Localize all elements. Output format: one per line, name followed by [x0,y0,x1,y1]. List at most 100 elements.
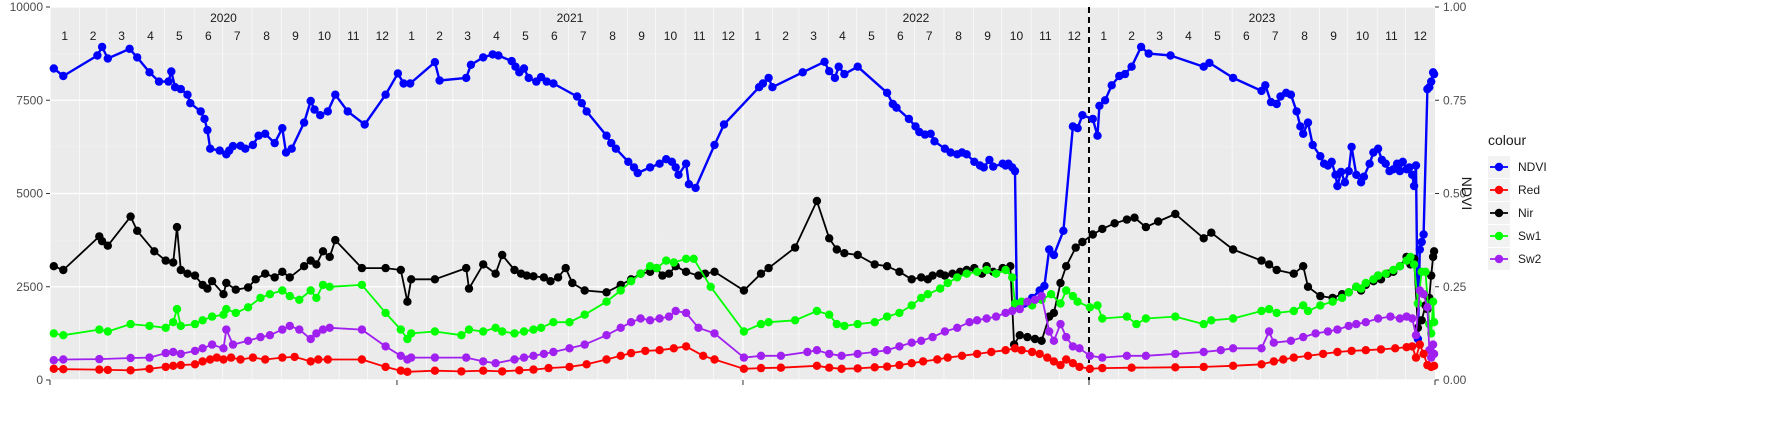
data-point-nir [331,235,340,245]
data-point-sw2 [928,332,937,342]
data-point-sw2 [1122,351,1132,360]
data-point-sw1 [1001,265,1010,275]
month-label: 1 [408,29,415,43]
data-point-ndvi [840,69,849,79]
data-point-ndvi [393,69,403,78]
data-point-ndvi [145,68,154,77]
data-point-sw2 [1023,297,1032,306]
data-point-red [870,363,879,372]
data-point-ndvi [853,62,862,71]
data-point-red [261,355,270,364]
data-point-sw2 [1373,314,1383,323]
data-point-nir [694,271,703,280]
data-point-ndvi [125,44,134,53]
legend-key-point [1494,231,1504,241]
data-point-nir [1199,234,1208,243]
data-point-sw2 [664,312,674,321]
legend-title: colour [1488,132,1526,148]
data-point-ndvi [624,157,633,166]
data-point-ndvi [331,90,340,99]
month-label: 1 [61,29,68,43]
data-point-nir [270,273,279,282]
data-point-sw1 [295,295,304,304]
data-point-ndvi [241,144,250,153]
data-point-sw2 [982,314,991,323]
data-point-sw1 [510,329,519,338]
data-point-sw2 [161,348,170,358]
data-point-nir [1023,332,1032,342]
right-axis-tick-label: 0.50 [1443,187,1467,201]
left-axis-tick-label: 7500 [16,93,43,107]
data-point-sw1 [95,325,104,334]
data-point-red [1171,363,1180,372]
data-point-sw2 [207,340,217,349]
data-point-red [1415,340,1425,349]
data-point-red [1289,353,1299,362]
data-point-red [1199,362,1208,372]
data-point-sw2 [1015,304,1024,314]
data-point-ndvi [633,168,642,178]
month-label: 2 [782,29,789,43]
data-point-sw2 [636,314,645,323]
month-label: 3 [810,29,817,43]
data-point-nir [407,275,416,284]
data-point-ndvi [930,137,939,146]
data-point-sw1 [652,263,661,273]
legend-label: Sw1 [1518,229,1542,243]
data-point-sw1 [49,329,58,338]
data-point-nir [1257,256,1266,265]
data-point-nir [561,263,570,273]
data-point-sw1 [1421,267,1430,276]
data-point-sw2 [256,332,265,342]
data-point-nir [1122,215,1132,224]
data-point-nir [479,260,488,269]
data-point-ndvi [572,92,582,101]
data-point-nir [430,275,440,284]
data-point-sw2 [430,353,440,362]
data-point-sw2 [1171,349,1180,359]
data-point-sw1 [1228,314,1238,323]
month-label: 11 [693,29,706,43]
month-label: 1 [754,29,761,43]
data-point-sw2 [1001,308,1010,318]
data-point-sw2 [825,349,834,359]
data-point-sw1 [1299,301,1308,310]
data-point-sw1 [895,308,904,318]
data-point-nir [1130,213,1139,222]
data-point-ndvi [381,90,390,99]
data-point-nir [462,263,471,273]
data-point-ndvi [1100,96,1110,105]
data-point-nir [231,285,240,294]
data-point-ndvi [228,141,238,151]
month-label: 11 [347,29,360,43]
right-axis-tick-label: 0.25 [1443,280,1467,294]
data-point-ndvi [1347,142,1356,152]
data-point-sw2 [126,353,135,363]
data-point-sw2 [1269,338,1279,347]
data-point-nir [491,269,500,278]
data-point-sw1 [169,318,178,327]
data-point-red [381,362,390,372]
legend-key-point [1494,162,1504,172]
data-point-ndvi [360,120,369,129]
series-red [49,340,1439,376]
data-point-sw2 [1037,291,1046,301]
data-point-sw1 [825,310,834,319]
data-point-red [357,355,367,364]
data-point-red [198,357,207,366]
data-point-red [1376,345,1386,354]
data-point-sw2 [95,354,104,364]
data-point-sw2 [1352,319,1361,329]
data-point-nir [882,262,892,271]
data-point-ndvi [494,51,503,60]
data-point-ndvi [602,131,611,140]
data-point-ndvi [1059,226,1068,235]
month-label: 4 [493,29,500,43]
data-point-ndvi [1381,159,1390,168]
data-point-nir [1030,334,1040,344]
data-point-sw2 [739,353,749,362]
data-point-sw1 [1068,291,1078,301]
data-point-sw1 [1122,312,1132,321]
data-point-sw2 [176,349,185,359]
data-point-sw1 [1199,319,1208,329]
